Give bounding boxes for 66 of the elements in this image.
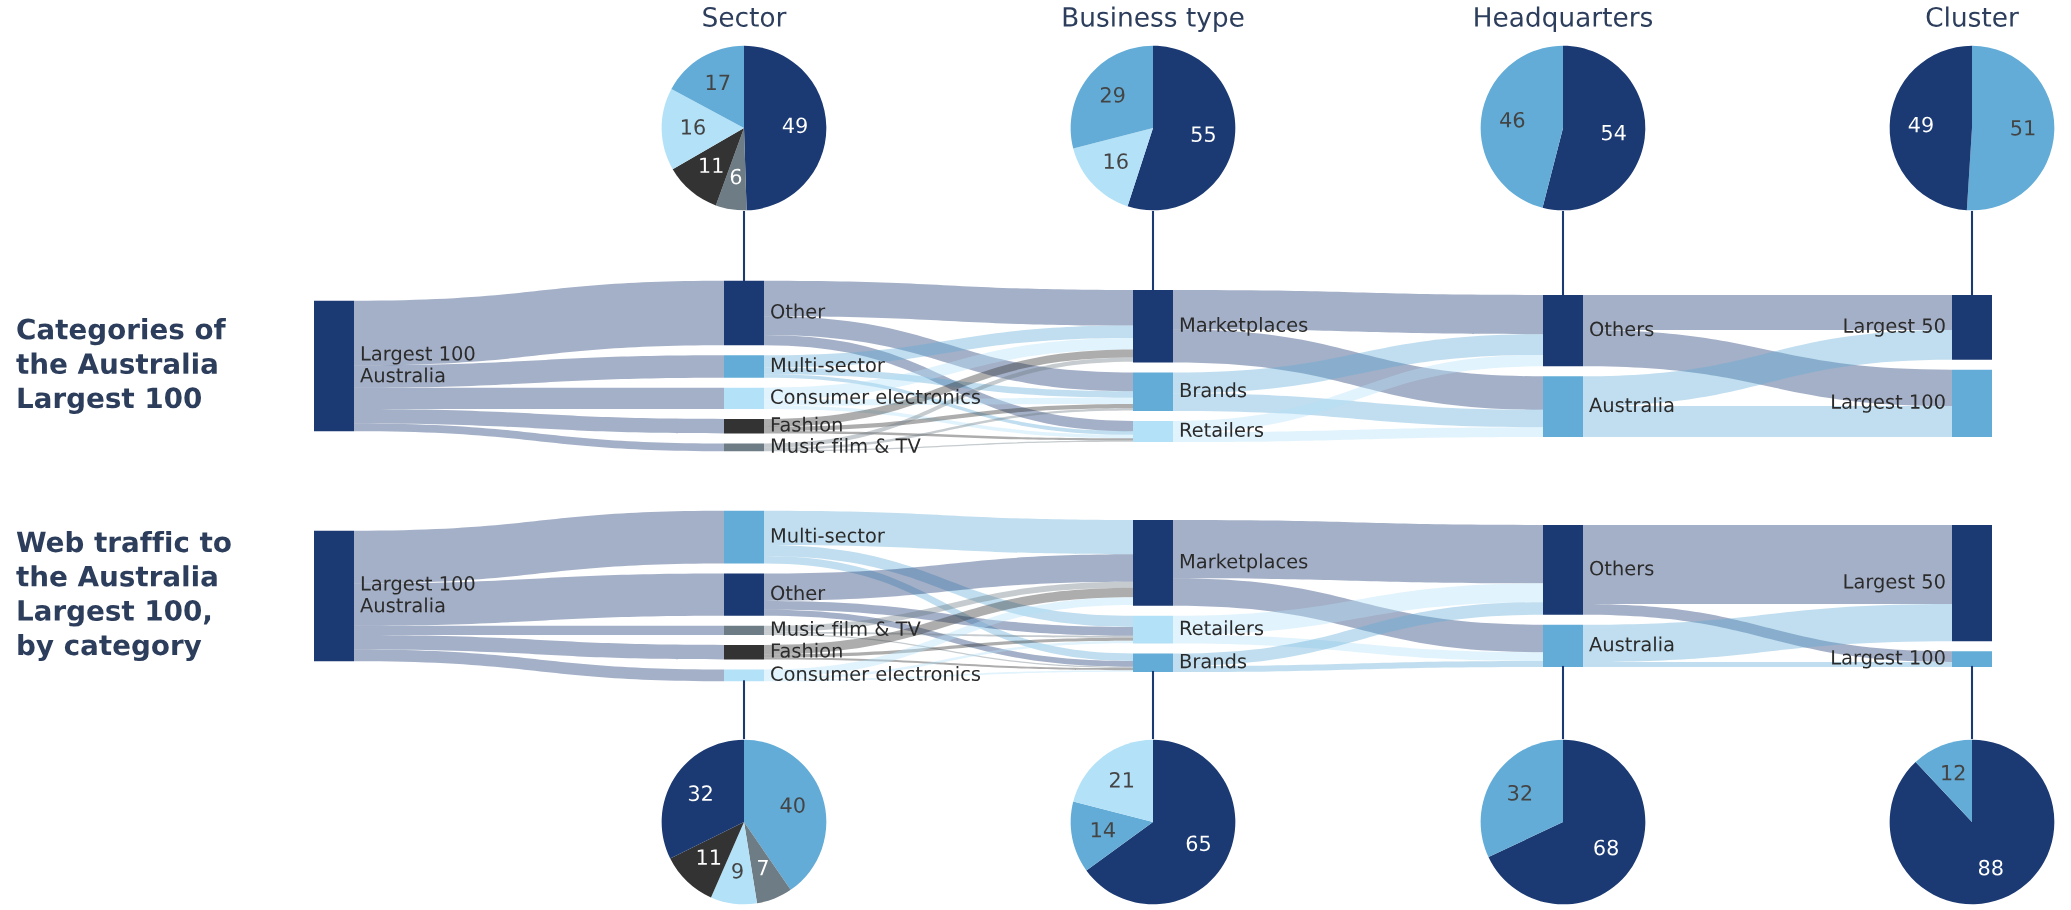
text: Australia <box>1589 397 1674 413</box>
text: Music film & TV <box>771 620 921 636</box>
data-label: 11 <box>700 157 723 173</box>
text: Other <box>771 303 826 319</box>
pie-slice <box>1915 739 1972 822</box>
pie-slice <box>1073 739 1153 822</box>
pie-slice <box>1480 45 1563 208</box>
chart-title: Headquarters <box>1475 6 1653 32</box>
data-label: 6 <box>730 168 742 185</box>
data-label: 54 <box>1602 124 1626 141</box>
text: Fashion <box>771 642 842 658</box>
text: Largest 50 <box>1844 574 1945 593</box>
text: Music film & TV <box>771 437 921 454</box>
data-label: 46 <box>1500 111 1525 128</box>
data-label: 40 <box>780 797 805 813</box>
text: Other <box>771 585 826 601</box>
data-label: 7 <box>758 859 768 876</box>
text: Retailers <box>1180 422 1264 438</box>
chart-title: Sector <box>703 6 787 27</box>
pie-slice <box>1070 45 1153 149</box>
text: Others <box>1590 560 1654 576</box>
data-label: 21 <box>1109 771 1134 788</box>
text: Categories of the Australia Largest 100 <box>16 318 226 414</box>
text: Brands <box>1180 653 1247 669</box>
pie-slice <box>1889 45 1972 211</box>
pie-slice <box>744 45 827 211</box>
data-label: 32 <box>1508 784 1532 801</box>
text: Others <box>1590 321 1654 337</box>
data-label: 14 <box>1091 822 1115 838</box>
text: Australia <box>1589 636 1674 652</box>
data-label: 12 <box>1942 764 1965 781</box>
text: Consumer electronics <box>771 665 981 682</box>
data-label: 11 <box>697 849 721 865</box>
data-label: 32 <box>688 785 712 802</box>
pie-slice <box>1480 739 1563 858</box>
data-label: 9 <box>732 862 743 879</box>
pie-slice <box>670 822 744 898</box>
data-label: 65 <box>1186 835 1210 852</box>
data-label: 17 <box>706 74 730 90</box>
pie-slice <box>744 739 827 890</box>
text: Multi-sector <box>771 357 885 373</box>
data-label: 51 <box>2011 120 2035 136</box>
data-label: 68 <box>1594 839 1618 856</box>
text: Largest 100 <box>1832 650 1945 669</box>
text: Marketplaces <box>1180 553 1308 573</box>
text: Multi-sector <box>771 527 885 543</box>
data-label: 49 <box>782 117 807 134</box>
chart-title: Business type <box>1063 6 1244 32</box>
text: Fashion <box>771 416 842 432</box>
pie-slice <box>1070 801 1153 871</box>
data-label: 29 <box>1100 86 1125 103</box>
pie-slice <box>1073 128 1153 207</box>
pie-slice <box>1966 45 2055 211</box>
text: Consumer electronics <box>771 388 981 404</box>
data-label: 55 <box>1191 126 1215 143</box>
data-label: 49 <box>1908 116 1933 133</box>
text: Web traffic to the Australia Largest 100, by category <box>16 530 231 662</box>
pie-slice <box>744 822 791 904</box>
text: Largest 100 Australia <box>360 346 475 383</box>
text: Largest 100 <box>1832 394 1945 413</box>
text: Retailers <box>1180 620 1264 636</box>
data-label: 16 <box>681 119 705 135</box>
data-label: 16 <box>1104 153 1128 169</box>
data-label: 88 <box>1978 859 2003 876</box>
text: Brands <box>1180 382 1247 398</box>
chart-title: Cluster <box>1926 6 2019 27</box>
